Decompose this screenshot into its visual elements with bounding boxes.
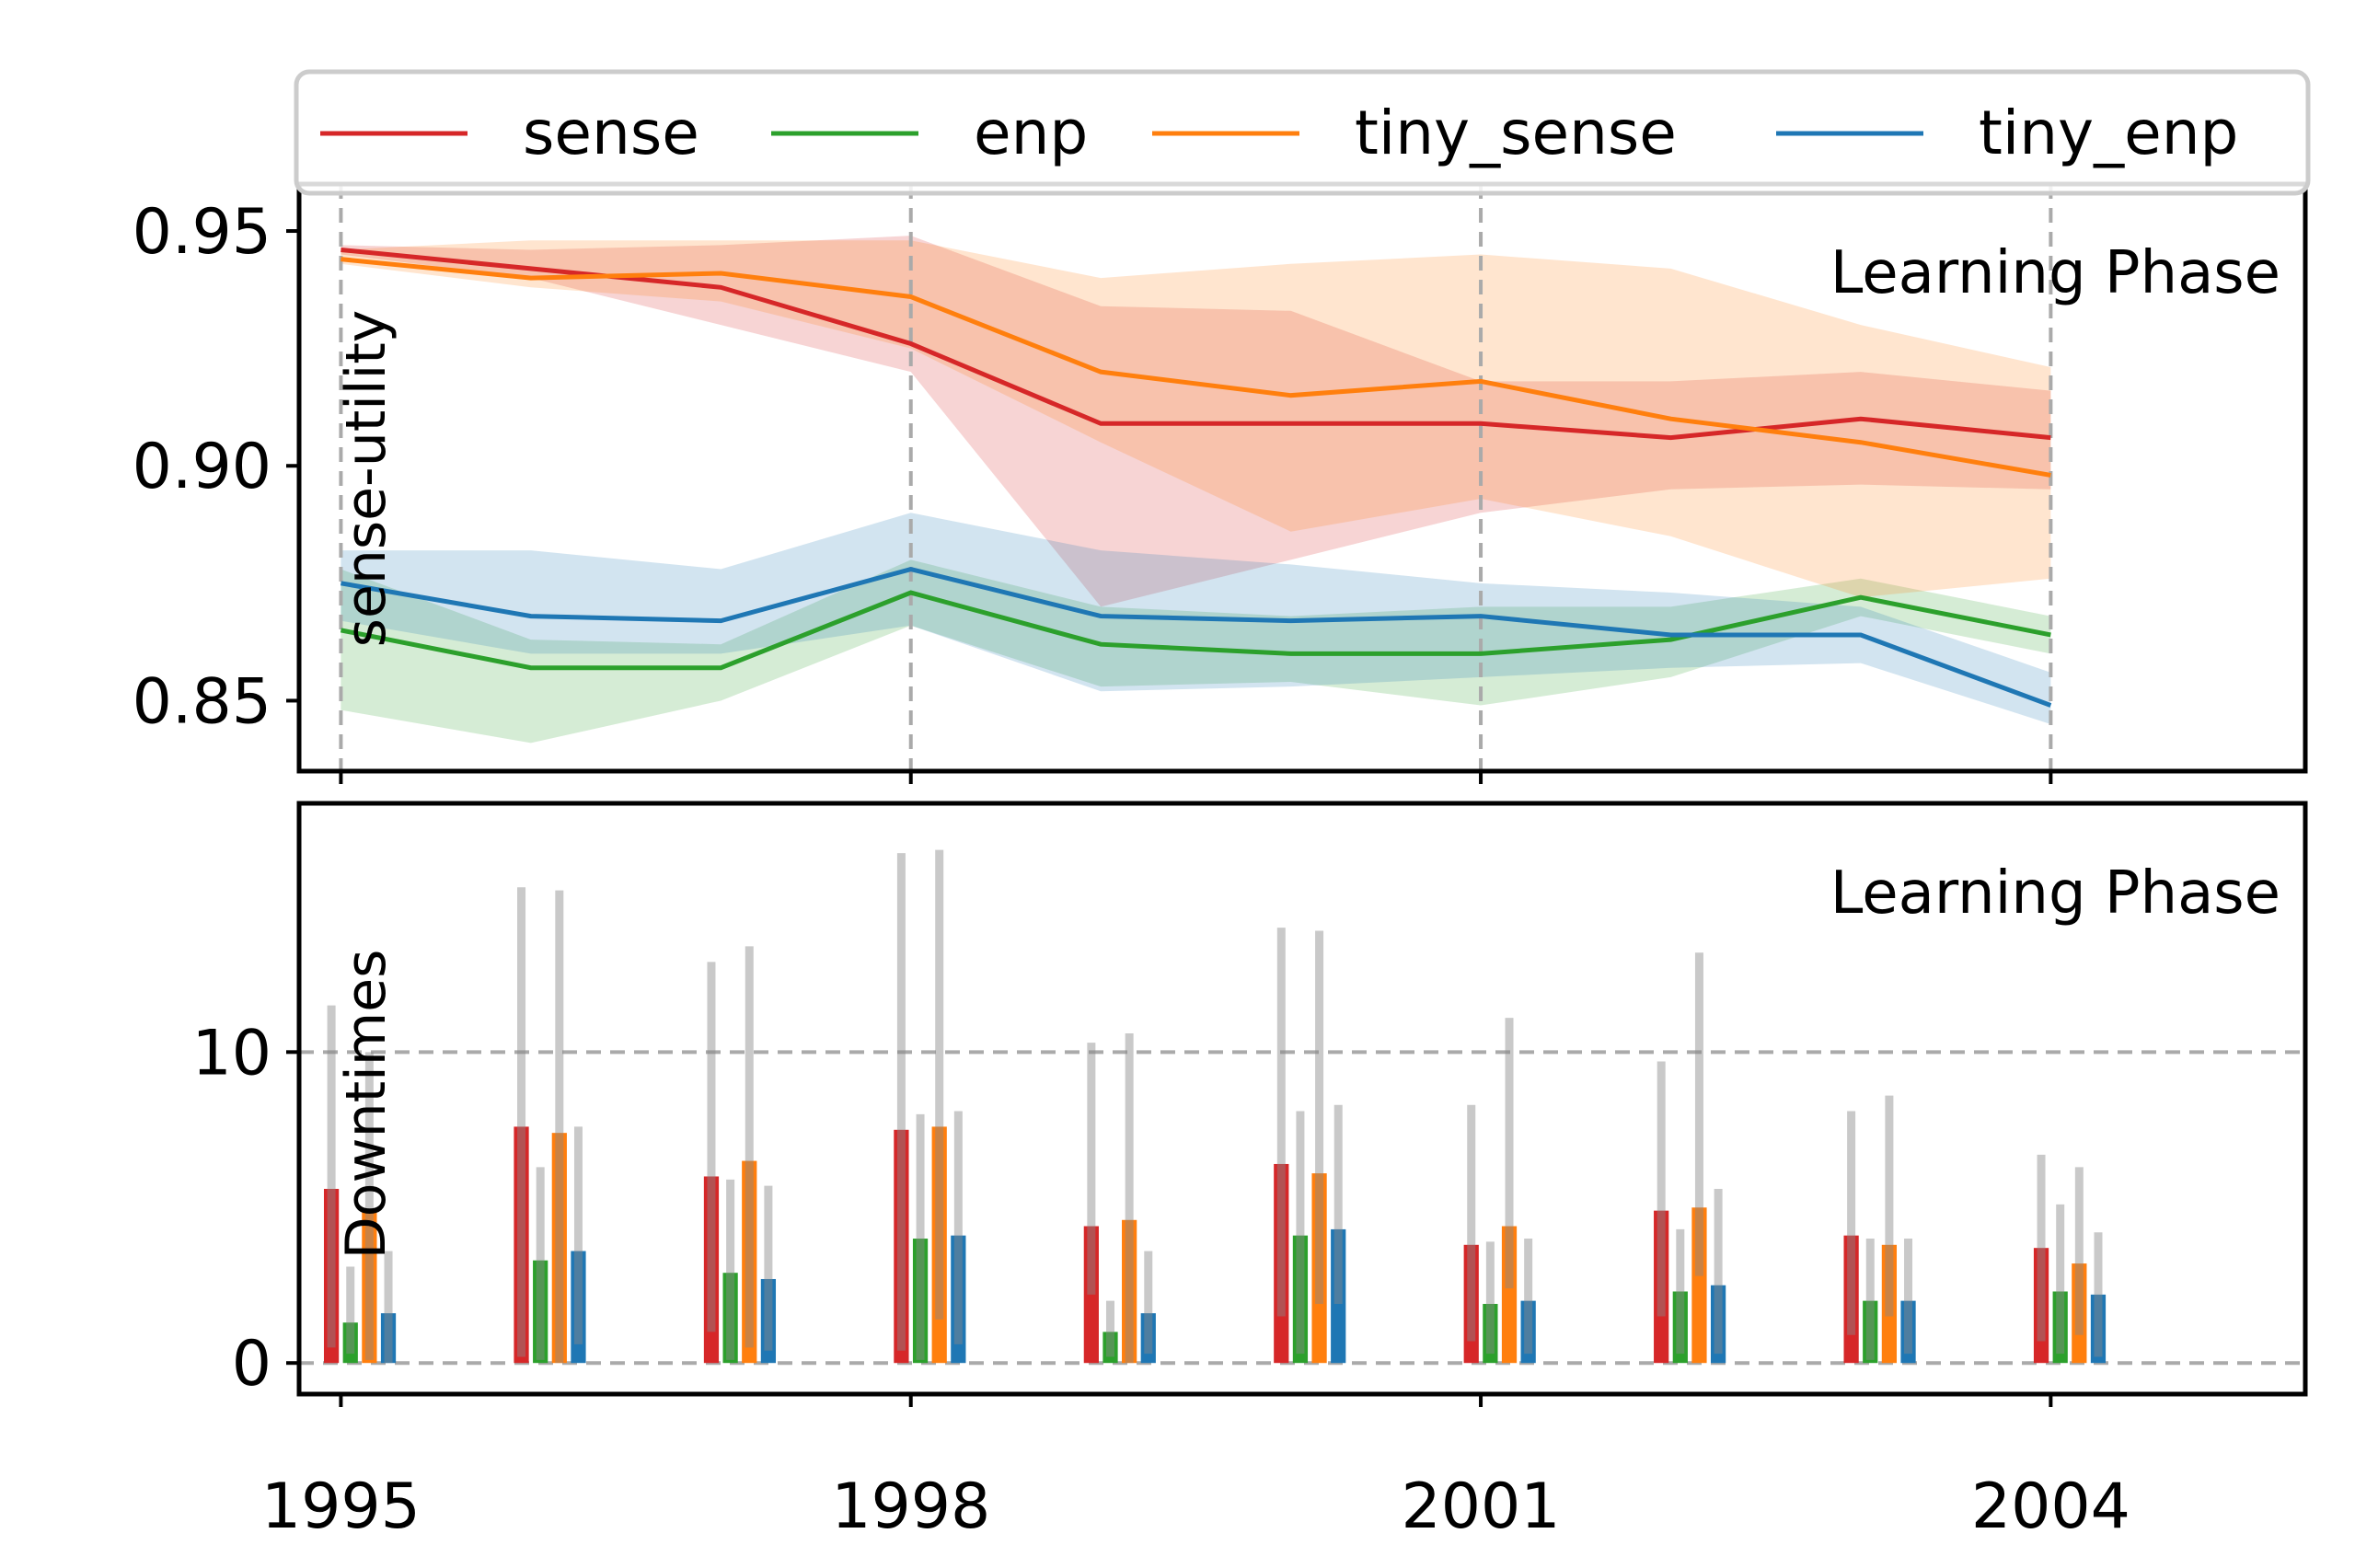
bar-tiny-sense [1501, 1226, 1518, 1364]
bottom-xtick-label: 2001 [1402, 1470, 1561, 1543]
bar-tiny-enp [760, 1278, 777, 1364]
bar-tiny-sense [1311, 1173, 1327, 1364]
top-ytick-label: 0.90 [133, 431, 271, 503]
bar-enp [1483, 1304, 1498, 1364]
bar-enp [533, 1260, 548, 1364]
bar-tiny-sense [742, 1160, 757, 1364]
bar-sense [1654, 1210, 1669, 1364]
line-tiny-enp [340, 566, 2052, 708]
legend-label-tiny-enp: tiny_enp [1979, 98, 2238, 168]
bar-tiny-sense [1122, 1219, 1137, 1364]
bar-sense [514, 1126, 529, 1364]
bottom-annotation: Learning Phase [1830, 859, 2280, 928]
bar-tiny-enp [1710, 1285, 1726, 1364]
bar-sense [2033, 1248, 2049, 1364]
bottom-ytick-label: 10 [191, 1017, 271, 1090]
bar-tiny-enp [1520, 1300, 1536, 1364]
bottom-xtick-label: 2004 [1971, 1470, 2130, 1543]
line-enp [340, 590, 2051, 671]
legend-label-sense: sense [523, 98, 699, 168]
bar-enp [1292, 1235, 1309, 1364]
top-panel: 0.85 0.90 0.95 sense-utility Learning Phase [133, 181, 2308, 784]
top-ylabel: sense-utility [334, 310, 398, 648]
band-sense [341, 236, 2051, 607]
bar-tiny-enp [951, 1235, 966, 1364]
top-ytick-label: 0.85 [133, 665, 271, 738]
bar-sense [1463, 1244, 1479, 1364]
bottom-ytick-label: 0 [232, 1328, 271, 1401]
bar-tiny-enp [380, 1313, 397, 1364]
bottom-panel: 0 10 1995 1998 2001 2004 Downtimes Learning Pha… [191, 801, 2308, 1543]
line-tiny-sense [341, 257, 2051, 478]
bar-tiny-enp [1140, 1313, 1156, 1364]
bar-sense [703, 1176, 720, 1364]
band-tiny-sense [341, 240, 2051, 598]
bar-tiny-enp [1331, 1228, 1346, 1364]
top-ytick-label: 0.95 [133, 196, 271, 269]
line-sense [341, 247, 2051, 441]
legend-label-enp: enp [974, 98, 1088, 168]
bar-tiny-enp [1900, 1300, 1916, 1364]
legend-box [294, 69, 2311, 196]
bar-tiny-enp [571, 1251, 586, 1364]
bar-enp [342, 1322, 358, 1364]
legend-label-tiny-sense: tiny_sense [1355, 98, 1677, 168]
bar-tiny-sense [2072, 1263, 2087, 1364]
top-annotation: Learning Phase [1830, 239, 2280, 307]
bar-enp [912, 1239, 929, 1364]
bar-tiny-enp [2090, 1294, 2107, 1364]
bottom-xtick-label: 1998 [831, 1470, 990, 1543]
bar-enp [2052, 1291, 2068, 1364]
bar-tiny-sense [1691, 1207, 1707, 1364]
bar-enp [1672, 1291, 1688, 1364]
bar-enp [1102, 1332, 1118, 1364]
bottom-axes-frame [296, 801, 2308, 1397]
bottom-ylabel: Downtimes [334, 950, 398, 1260]
bar-sense [894, 1129, 909, 1364]
bar-enp [722, 1273, 738, 1364]
legend: sense enp tiny_sense tiny_enp [294, 69, 2311, 196]
band-enp [341, 559, 2051, 744]
bar-sense [1083, 1226, 1099, 1364]
bar-tiny-sense [1881, 1244, 1898, 1364]
bar-tiny-sense [931, 1126, 947, 1364]
bottom-xtick-label: 1995 [261, 1470, 421, 1543]
bar-sense [1274, 1163, 1289, 1364]
bar-tiny-sense [362, 1210, 377, 1364]
bar-enp [1863, 1300, 1878, 1364]
bar-tiny-sense [551, 1133, 567, 1364]
bar-sense [1843, 1235, 1859, 1364]
bar-sense [323, 1188, 340, 1364]
